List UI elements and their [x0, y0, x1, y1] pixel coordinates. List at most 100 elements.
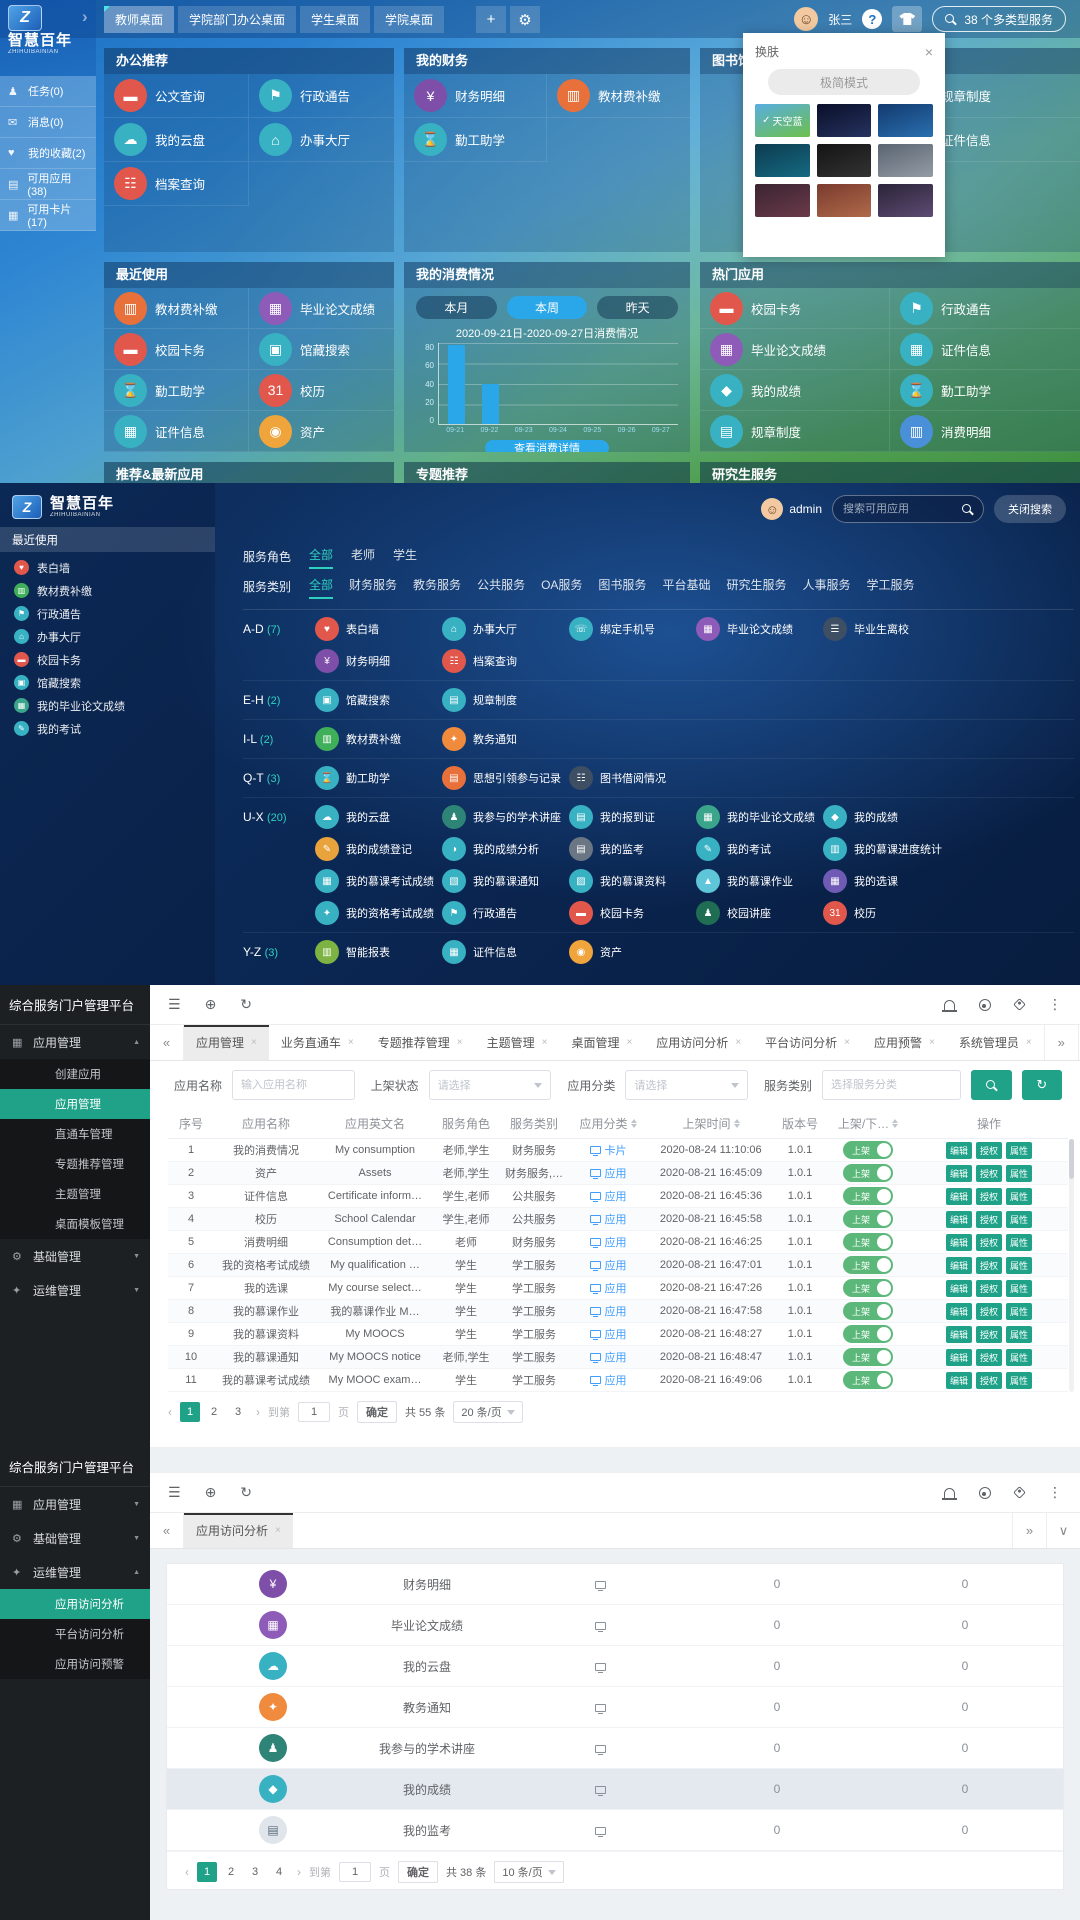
jump-page-input[interactable]: 1: [298, 1402, 330, 1422]
desktop-settings-button[interactable]: ⚙: [510, 6, 540, 33]
app-item[interactable]: ▤ 我的监考: [569, 833, 696, 865]
app-item[interactable]: ▥ 智能报表: [315, 936, 442, 968]
app-tile[interactable]: ⚑ 行政通告: [890, 288, 1080, 329]
tabs-menu-icon[interactable]: ∨: [1077, 1025, 1080, 1060]
desktop-tab[interactable]: 学院桌面: [374, 6, 445, 33]
role-option[interactable]: 老师: [351, 548, 376, 562]
table-row[interactable]: 2 资产 Assets 老师,学生 财务服务,… 应用 2020-08-21 1…: [168, 1162, 1068, 1185]
app-item[interactable]: ▤ 我的报到证: [569, 801, 696, 833]
publish-toggle[interactable]: 上架: [843, 1256, 893, 1274]
tabs-scroll-left[interactable]: «: [150, 1513, 184, 1548]
tabs-scroll-right[interactable]: »: [1012, 1513, 1046, 1548]
app-type-link[interactable]: 应用: [568, 1349, 648, 1365]
publish-toggle[interactable]: 上架: [843, 1164, 893, 1182]
app-tile[interactable]: ⌛ 勤工助学: [404, 118, 547, 162]
jump-page-input[interactable]: 1: [339, 1862, 371, 1882]
app-item[interactable]: ♟ 校园讲座: [696, 897, 823, 929]
category-option[interactable]: 研究生服务: [726, 578, 787, 592]
workspace-tab[interactable]: 应用访问分析 ×: [184, 1513, 293, 1548]
page-size-select[interactable]: 20 条/页: [453, 1401, 523, 1423]
skin-button[interactable]: [892, 6, 923, 32]
tab-close-icon[interactable]: ×: [275, 1525, 281, 1536]
kebab-icon[interactable]: ⋮: [1048, 996, 1062, 1012]
sidebar-menu-item[interactable]: 创建应用: [0, 1059, 150, 1089]
app-tile[interactable]: ▬ 校园卡务: [700, 288, 890, 329]
app-tile[interactable]: ⚑ 行政通告: [249, 74, 394, 118]
theme-thumbnail[interactable]: [816, 144, 872, 177]
role-option[interactable]: 学生: [393, 548, 418, 562]
range-tab[interactable]: 昨天: [597, 296, 679, 319]
recent-item[interactable]: ⚑ 行政通告: [0, 602, 215, 625]
app-type-link[interactable]: 应用: [568, 1211, 648, 1227]
app-search-input[interactable]: [843, 503, 956, 515]
sidebar-item[interactable]: ▦ 可用卡片(17): [0, 200, 96, 231]
edit-button[interactable]: 编辑: [945, 1210, 972, 1228]
theme-thumbnail[interactable]: [755, 184, 810, 217]
publish-toggle[interactable]: 上架: [843, 1348, 893, 1366]
avatar[interactable]: ☺: [794, 7, 819, 31]
authorize-button[interactable]: 授权: [975, 1233, 1002, 1251]
table-row[interactable]: 8 我的慕课作业 我的慕课作业 M… 学生 学工服务 应用 2020-08-21…: [168, 1300, 1068, 1323]
table-scrollbar[interactable]: [1069, 1139, 1074, 1392]
publish-toggle[interactable]: 上架: [843, 1210, 893, 1228]
category-option[interactable]: 财务服务: [349, 578, 398, 592]
table-row[interactable]: 4 校历 School Calendar 学生,老师 公共服务 应用 2020-…: [168, 1208, 1068, 1231]
analytics-row[interactable]: ▤ 我的监考 0 0: [167, 1810, 1063, 1851]
tag-icon[interactable]: [1013, 1486, 1026, 1499]
properties-button[interactable]: 属性: [1006, 1302, 1033, 1320]
sidebar-menu-item[interactable]: 平台访问分析: [0, 1619, 150, 1649]
sidebar-menu-item[interactable]: ✦ 运维管理 ▼: [0, 1273, 150, 1307]
edit-button[interactable]: 编辑: [945, 1233, 972, 1251]
category-option[interactable]: 人事服务: [802, 578, 851, 592]
column-header[interactable]: 应用名称: [214, 1115, 318, 1132]
app-tile[interactable]: ▥ 教材费补缴: [547, 74, 690, 118]
analytics-row[interactable]: ✦ 教务通知 0 0: [167, 1687, 1063, 1728]
app-type-link[interactable]: 应用: [568, 1165, 648, 1181]
authorize-button[interactable]: 授权: [975, 1256, 1002, 1274]
avatar[interactable]: ☺: [761, 498, 784, 520]
consumption-detail-button[interactable]: 查看消费详情: [485, 440, 609, 452]
app-tile[interactable]: ◉ 资产: [249, 411, 394, 452]
app-item[interactable]: ✎ 我的考试: [696, 833, 823, 865]
column-header[interactable]: 应用英文名: [318, 1115, 432, 1132]
page-number[interactable]: 3: [251, 1866, 259, 1878]
sidebar-menu-item[interactable]: ▦ 应用管理 ▲: [0, 1025, 150, 1059]
column-header[interactable]: 操作: [910, 1115, 1068, 1132]
app-type-link[interactable]: 应用: [568, 1303, 648, 1319]
tab-close-icon[interactable]: ×: [929, 1037, 935, 1048]
recent-item[interactable]: ▥ 教材费补缴: [0, 579, 215, 602]
sidebar-menu-item[interactable]: 主题管理: [0, 1179, 150, 1209]
sidebar-item[interactable]: ♥ 我的收藏(2): [0, 138, 96, 169]
tab-close-icon[interactable]: ×: [347, 1037, 354, 1048]
app-item[interactable]: ⌛ 勤工助学: [315, 762, 442, 794]
recent-item[interactable]: ▬ 校园卡务: [0, 648, 215, 671]
properties-button[interactable]: 属性: [1006, 1371, 1033, 1389]
app-item[interactable]: ♥ 表白墙: [315, 613, 442, 645]
tab-close-icon[interactable]: ×: [1025, 1037, 1032, 1048]
sidebar-menu-item[interactable]: ▦ 应用管理 ▼: [0, 1487, 150, 1521]
page-number[interactable]: 1: [180, 1402, 200, 1422]
app-item[interactable]: ⚑ 行政通告: [442, 897, 569, 929]
app-item[interactable]: ◉ 资产: [569, 936, 696, 968]
kebab-icon[interactable]: ⋮: [1048, 1484, 1062, 1500]
help-icon[interactable]: ?: [862, 9, 883, 29]
tab-close-icon[interactable]: ×: [735, 1037, 742, 1048]
app-item[interactable]: ▤ 思想引领参与记录: [442, 762, 569, 794]
theme-icon[interactable]: [979, 1486, 991, 1499]
category-option[interactable]: OA服务: [541, 578, 583, 592]
recent-item[interactable]: ▣ 馆藏搜索: [0, 671, 215, 694]
sidebar-menu-item[interactable]: 应用访问预警: [0, 1649, 150, 1679]
app-item[interactable]: ▬ 校园卡务: [569, 897, 696, 929]
app-tile[interactable]: ▦ 证件信息: [104, 411, 249, 452]
menu-collapse-icon[interactable]: ☰: [168, 996, 181, 1012]
workspace-tab[interactable]: 专题推荐管理 ×: [366, 1025, 475, 1060]
tab-close-icon[interactable]: ×: [541, 1037, 548, 1048]
properties-button[interactable]: 属性: [1006, 1164, 1033, 1182]
close-search-button[interactable]: 关闭搜索: [994, 495, 1066, 523]
app-item[interactable]: ✦ 教务通知: [442, 723, 569, 755]
app-tile[interactable]: ▦ 毕业论文成绩: [700, 329, 890, 370]
theme-thumbnail[interactable]: [755, 144, 810, 177]
app-item[interactable]: ☷ 图书借阅情况: [569, 762, 696, 794]
app-tile[interactable]: ▤ 规章制度: [700, 411, 890, 452]
sidebar-item[interactable]: ▤ 可用应用(38): [0, 169, 96, 200]
